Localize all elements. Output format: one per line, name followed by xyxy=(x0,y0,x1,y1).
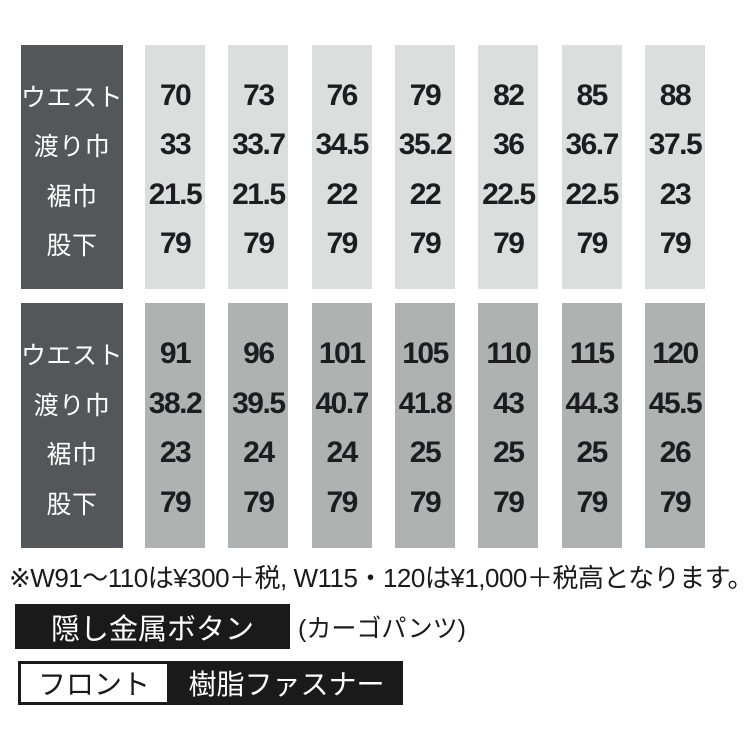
spec-badge-row-button: 隠し金属ボタン (カーゴパンツ) xyxy=(15,604,466,649)
size-column-105: 105 41.8 25 79 xyxy=(394,303,455,548)
size-value: 101 xyxy=(318,336,366,370)
row-label-thigh-width: 渡り巾 xyxy=(33,133,111,162)
size-value: 79 xyxy=(243,486,275,520)
size-value: 34.5 xyxy=(315,128,369,162)
size-column-88: 88 37.5 23 79 xyxy=(644,45,705,289)
size-value: 22 xyxy=(326,177,358,211)
resin-zipper-badge: 樹脂ファスナー xyxy=(170,661,403,705)
size-value: 36.7 xyxy=(565,128,619,162)
row-label-waist: ウエスト xyxy=(21,341,124,370)
size-column-76: 76 34.5 22 79 xyxy=(311,45,372,289)
size-value: 22.5 xyxy=(565,177,619,211)
size-value: 39.5 xyxy=(232,386,286,420)
size-value: 96 xyxy=(243,336,275,370)
size-value: 33 xyxy=(159,128,192,162)
size-value: 79 xyxy=(576,486,608,520)
row-label-inseam: 股下 xyxy=(46,491,98,520)
size-value: 45.5 xyxy=(648,386,703,420)
size-value: 91 xyxy=(159,336,192,370)
size-value: 24 xyxy=(326,436,358,470)
row-label-inseam: 股下 xyxy=(46,232,98,261)
size-columns: 91 38.2 23 79 96 39.5 24 79 101 40.7 24 … xyxy=(145,303,705,548)
size-value: 79 xyxy=(159,227,192,261)
size-value: 44.3 xyxy=(565,386,619,420)
size-value: 25 xyxy=(493,436,525,470)
spec-badge-row-front: フロント 樹脂ファスナー xyxy=(18,661,403,705)
size-value: 21.5 xyxy=(232,177,286,211)
hidden-metal-button-badge: 隠し金属ボタン xyxy=(15,604,290,649)
size-value: 37.5 xyxy=(648,128,703,162)
row-label-column: ウエスト 渡り巾 裾巾 股下 xyxy=(21,45,123,289)
size-value: 79 xyxy=(659,486,692,520)
size-value: 79 xyxy=(326,486,358,520)
row-label-waist: ウエスト xyxy=(21,83,124,112)
size-value: 35.2 xyxy=(398,128,453,162)
size-value: 33.7 xyxy=(232,128,286,162)
size-value: 110 xyxy=(486,336,531,370)
size-value: 76 xyxy=(326,78,358,112)
size-value: 36 xyxy=(493,128,525,162)
row-label-column: ウエスト 渡り巾 裾巾 股下 xyxy=(21,303,123,548)
size-value: 85 xyxy=(576,78,608,112)
front-label-badge: フロント xyxy=(18,661,170,705)
size-value: 21.5 xyxy=(148,177,203,211)
size-value: 79 xyxy=(659,227,692,261)
price-surcharge-note: ※W91〜110は¥300＋税, W115・120は¥1,000＋税高となります… xyxy=(9,563,750,593)
row-label-hem-width: 裾巾 xyxy=(46,441,98,470)
size-value: 73 xyxy=(243,78,275,112)
size-value: 79 xyxy=(409,486,442,520)
size-value: 88 xyxy=(659,78,692,112)
size-value: 105 xyxy=(402,336,449,370)
size-column-82: 82 36 22.5 79 xyxy=(478,45,539,289)
size-value: 79 xyxy=(326,227,358,261)
size-value: 70 xyxy=(159,78,192,112)
size-column-70: 70 33 21.5 79 xyxy=(145,45,205,289)
size-value: 23 xyxy=(659,177,692,211)
size-column-110: 110 43 25 79 xyxy=(478,303,539,548)
size-table-large-waists: ウエスト 渡り巾 裾巾 股下 91 38.2 23 79 96 39.5 24 … xyxy=(21,303,705,548)
size-value: 23 xyxy=(159,436,192,470)
size-value: 26 xyxy=(659,436,692,470)
size-value: 79 xyxy=(159,486,192,520)
size-value: 79 xyxy=(409,227,442,261)
size-column-79: 79 35.2 22 79 xyxy=(394,45,455,289)
size-value: 40.7 xyxy=(315,386,369,420)
cargo-pants-suffix: (カーゴパンツ) xyxy=(298,614,466,643)
size-column-96: 96 39.5 24 79 xyxy=(228,303,289,548)
size-column-120: 120 45.5 26 79 xyxy=(644,303,705,548)
size-column-73: 73 33.7 21.5 79 xyxy=(228,45,289,289)
size-value: 22 xyxy=(409,177,442,211)
size-value: 25 xyxy=(409,436,442,470)
size-value: 79 xyxy=(409,78,442,112)
size-value: 79 xyxy=(493,486,525,520)
size-value: 82 xyxy=(493,78,525,112)
size-column-101: 101 40.7 24 79 xyxy=(311,303,372,548)
size-column-115: 115 44.3 25 79 xyxy=(561,303,622,548)
size-value: 25 xyxy=(576,436,608,470)
size-value: 38.2 xyxy=(148,386,203,420)
row-label-thigh-width: 渡り巾 xyxy=(33,391,111,420)
size-value: 115 xyxy=(569,336,615,370)
size-value: 79 xyxy=(493,227,525,261)
size-column-85: 85 36.7 22.5 79 xyxy=(561,45,622,289)
size-value: 22.5 xyxy=(482,177,536,211)
size-value: 24 xyxy=(243,436,275,470)
size-value: 79 xyxy=(576,227,608,261)
size-column-91: 91 38.2 23 79 xyxy=(145,303,205,548)
size-table-small-waists: ウエスト 渡り巾 裾巾 股下 70 33 21.5 79 73 33.7 21.… xyxy=(21,45,705,289)
size-value: 43 xyxy=(493,386,525,420)
size-value: 79 xyxy=(243,227,275,261)
size-value: 120 xyxy=(652,336,699,370)
size-columns: 70 33 21.5 79 73 33.7 21.5 79 76 34.5 22… xyxy=(145,45,705,289)
size-value: 41.8 xyxy=(398,386,453,420)
row-label-hem-width: 裾巾 xyxy=(46,182,98,211)
